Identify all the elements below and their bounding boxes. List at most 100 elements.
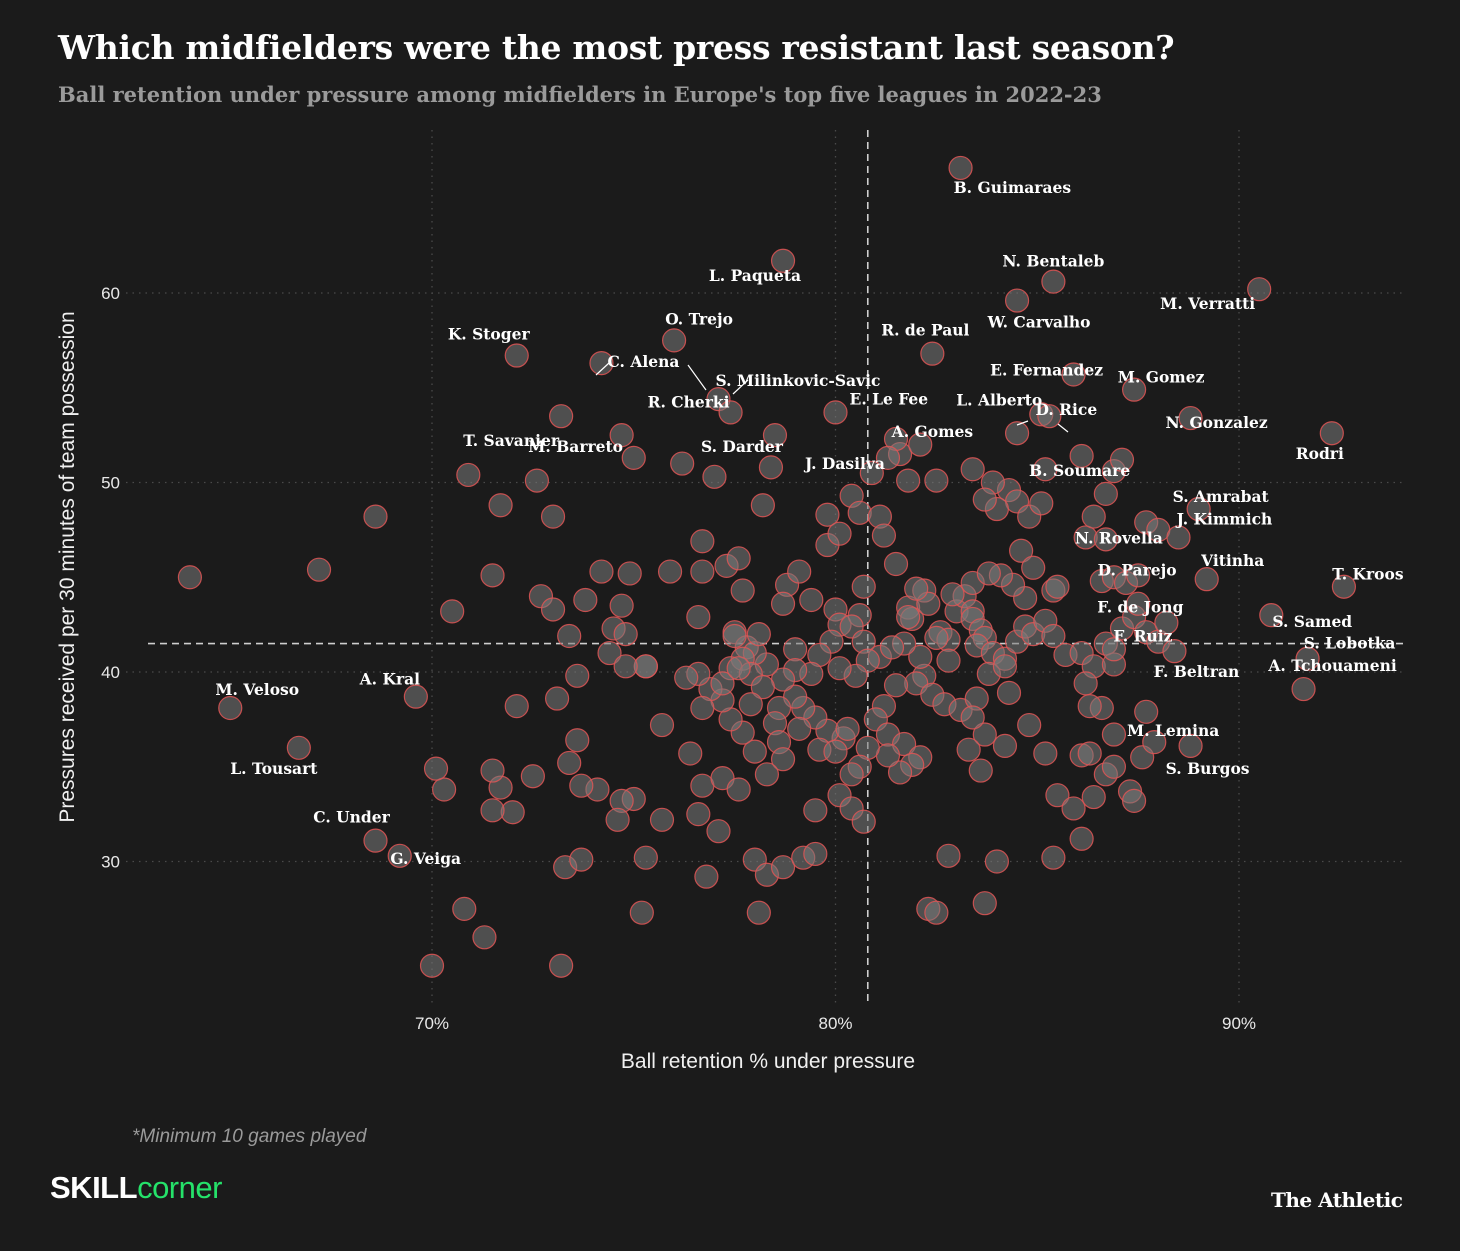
- player-point-labeled[interactable]: [762, 423, 788, 448]
- player-point[interactable]: [936, 843, 961, 868]
- player-point-labeled[interactable]: [1186, 496, 1211, 522]
- player-point[interactable]: [557, 750, 582, 776]
- player-point[interactable]: [621, 445, 646, 470]
- player-point[interactable]: [702, 464, 727, 489]
- player-point[interactable]: [972, 487, 997, 512]
- player-point[interactable]: [803, 841, 828, 867]
- player-point[interactable]: [968, 758, 993, 783]
- player-point-labeled[interactable]: [1295, 646, 1320, 671]
- player-point[interactable]: [1093, 481, 1118, 506]
- player-point[interactable]: [758, 455, 784, 480]
- player-point-labeled[interactable]: [403, 684, 428, 709]
- player-point[interactable]: [472, 925, 497, 950]
- player-point[interactable]: [177, 565, 202, 590]
- player-point[interactable]: [633, 845, 658, 870]
- player-point[interactable]: [1077, 694, 1102, 719]
- player-point[interactable]: [827, 521, 852, 546]
- player-point[interactable]: [690, 529, 715, 554]
- player-point-labeled[interactable]: [1004, 288, 1030, 313]
- player-point[interactable]: [1081, 784, 1106, 810]
- player-point-labeled[interactable]: [1041, 269, 1066, 294]
- player-point[interactable]: [746, 621, 771, 647]
- player-point[interactable]: [851, 809, 876, 834]
- player-point-labeled[interactable]: [387, 843, 412, 868]
- player-point-labeled[interactable]: [1134, 699, 1159, 724]
- player-point[interactable]: [504, 694, 529, 719]
- player-point-labeled[interactable]: [1126, 563, 1151, 588]
- player-point[interactable]: [1041, 845, 1066, 870]
- player-point[interactable]: [690, 695, 715, 721]
- player-point[interactable]: [1121, 788, 1147, 813]
- player-point[interactable]: [1126, 591, 1151, 616]
- player-point[interactable]: [440, 599, 465, 624]
- player-point-labeled[interactable]: [218, 695, 243, 721]
- player-point[interactable]: [686, 802, 711, 827]
- player-point[interactable]: [883, 673, 909, 698]
- player-point[interactable]: [1045, 574, 1070, 599]
- player-point[interactable]: [452, 896, 477, 921]
- player-point[interactable]: [710, 671, 735, 696]
- player-point[interactable]: [992, 654, 1018, 679]
- player-point-labeled[interactable]: [1162, 639, 1187, 664]
- player-point[interactable]: [613, 654, 638, 679]
- player-point-labeled[interactable]: [609, 423, 634, 448]
- player-point[interactable]: [839, 762, 864, 787]
- player-point-labeled[interactable]: [1259, 603, 1284, 628]
- player-point[interactable]: [605, 807, 630, 832]
- player-point[interactable]: [569, 847, 594, 872]
- player-point[interactable]: [815, 502, 840, 527]
- player-point-labeled[interactable]: [1154, 610, 1179, 635]
- player-point-labeled[interactable]: [1093, 527, 1118, 552]
- player-point-labeled[interactable]: [1331, 574, 1357, 599]
- player-point[interactable]: [871, 523, 897, 548]
- player-point[interactable]: [896, 468, 921, 493]
- player-point[interactable]: [823, 739, 848, 764]
- player-point[interactable]: [847, 500, 872, 525]
- player-point[interactable]: [742, 739, 767, 764]
- player-point[interactable]: [565, 663, 590, 688]
- player-point-labeled[interactable]: [589, 351, 614, 376]
- player-point-labeled[interactable]: [1319, 421, 1344, 446]
- player-point[interactable]: [557, 623, 582, 649]
- player-point[interactable]: [565, 728, 590, 753]
- player-point-labeled[interactable]: [1291, 676, 1316, 702]
- player-point[interactable]: [940, 582, 965, 607]
- player-point[interactable]: [896, 604, 921, 630]
- player-point-labeled[interactable]: [1061, 362, 1086, 387]
- player-point-labeled[interactable]: [1121, 377, 1147, 402]
- player-point[interactable]: [972, 891, 997, 916]
- player-point[interactable]: [835, 716, 860, 741]
- player-point[interactable]: [960, 705, 985, 730]
- player-point[interactable]: [629, 900, 654, 925]
- player-point[interactable]: [540, 504, 566, 529]
- player-point[interactable]: [573, 587, 598, 613]
- player-point-labeled[interactable]: [920, 341, 945, 366]
- player-point[interactable]: [419, 953, 445, 978]
- player-point[interactable]: [674, 665, 699, 690]
- player-point[interactable]: [1041, 623, 1066, 649]
- player-point[interactable]: [875, 743, 901, 768]
- player-point-labeled[interactable]: [286, 735, 311, 760]
- player-point-labeled[interactable]: [661, 328, 687, 353]
- player-point[interactable]: [750, 493, 775, 518]
- player-point[interactable]: [520, 764, 545, 789]
- player-point[interactable]: [1101, 722, 1127, 747]
- player-point[interactable]: [746, 900, 771, 925]
- player-point[interactable]: [649, 807, 675, 832]
- player-point[interactable]: [770, 855, 796, 880]
- player-point[interactable]: [827, 656, 852, 681]
- player-point[interactable]: [540, 597, 566, 622]
- player-point-labeled[interactable]: [1101, 637, 1127, 662]
- player-point-labeled[interactable]: [549, 404, 574, 429]
- player-point[interactable]: [738, 692, 763, 717]
- player-point[interactable]: [1101, 754, 1127, 779]
- player-point[interactable]: [787, 716, 812, 741]
- player-point[interactable]: [706, 819, 731, 844]
- player-point[interactable]: [480, 758, 505, 783]
- player-point[interactable]: [633, 654, 658, 679]
- player-point[interactable]: [984, 849, 1010, 874]
- player-point[interactable]: [1142, 730, 1167, 755]
- player-point[interactable]: [1033, 741, 1058, 766]
- player-point[interactable]: [617, 561, 642, 586]
- player-point[interactable]: [960, 457, 985, 482]
